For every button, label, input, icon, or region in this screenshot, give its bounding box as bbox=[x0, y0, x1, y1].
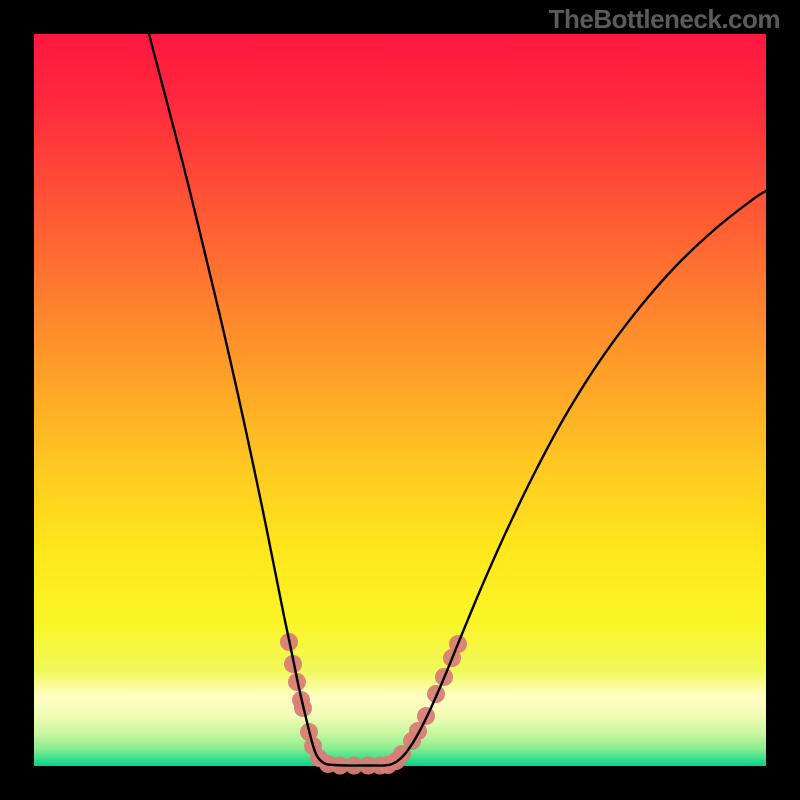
plot-area bbox=[34, 34, 766, 766]
bottleneck-curve bbox=[34, 34, 766, 766]
chart-container: TheBottleneck.com bbox=[0, 0, 800, 800]
watermark-text: TheBottleneck.com bbox=[549, 4, 780, 35]
watermark-label: TheBottleneck.com bbox=[549, 4, 780, 34]
marker-group bbox=[280, 633, 467, 775]
